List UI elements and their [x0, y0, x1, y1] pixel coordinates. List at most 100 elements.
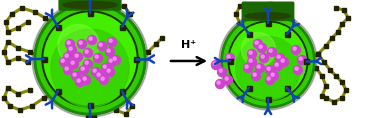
- Bar: [246, 32, 251, 36]
- Circle shape: [221, 14, 315, 108]
- Bar: [340, 96, 344, 100]
- Bar: [16, 46, 20, 50]
- Bar: [92, 114, 96, 118]
- Circle shape: [236, 36, 300, 101]
- Bar: [134, 57, 138, 61]
- Circle shape: [64, 53, 73, 61]
- Circle shape: [225, 77, 228, 80]
- Bar: [42, 96, 46, 100]
- Circle shape: [269, 49, 272, 52]
- Circle shape: [82, 76, 90, 84]
- Circle shape: [34, 3, 146, 115]
- Circle shape: [105, 67, 115, 76]
- Circle shape: [293, 47, 296, 50]
- Circle shape: [98, 42, 107, 51]
- Circle shape: [77, 40, 87, 48]
- Circle shape: [69, 47, 72, 50]
- Bar: [28, 88, 32, 92]
- Bar: [42, 57, 46, 61]
- Circle shape: [226, 53, 234, 63]
- Circle shape: [257, 65, 260, 68]
- Circle shape: [223, 76, 232, 84]
- Circle shape: [71, 72, 81, 80]
- Circle shape: [267, 67, 270, 70]
- Circle shape: [249, 59, 252, 62]
- Bar: [154, 42, 158, 46]
- Bar: [340, 22, 344, 26]
- Bar: [18, 108, 22, 112]
- Circle shape: [91, 67, 101, 76]
- Circle shape: [65, 40, 74, 48]
- Circle shape: [59, 57, 68, 67]
- Circle shape: [73, 53, 82, 61]
- Bar: [328, 68, 332, 72]
- Bar: [6, 40, 10, 44]
- Circle shape: [293, 65, 302, 74]
- Circle shape: [107, 38, 116, 46]
- Circle shape: [274, 61, 282, 70]
- Bar: [56, 89, 60, 93]
- Bar: [88, 103, 92, 107]
- Bar: [324, 84, 328, 88]
- Circle shape: [257, 44, 266, 53]
- Circle shape: [227, 55, 230, 58]
- Bar: [332, 100, 336, 104]
- Bar: [304, 59, 308, 63]
- Circle shape: [37, 6, 143, 112]
- Circle shape: [61, 59, 64, 62]
- Circle shape: [93, 69, 96, 72]
- Circle shape: [275, 63, 278, 66]
- Bar: [42, 57, 46, 61]
- Bar: [6, 86, 10, 90]
- Circle shape: [212, 61, 220, 70]
- Bar: [264, 10, 268, 14]
- Bar: [228, 59, 232, 63]
- Circle shape: [64, 65, 73, 74]
- Circle shape: [213, 62, 216, 65]
- Circle shape: [75, 54, 78, 57]
- Circle shape: [101, 77, 104, 80]
- Circle shape: [267, 77, 270, 80]
- Bar: [88, 11, 92, 15]
- Circle shape: [107, 57, 116, 67]
- Circle shape: [219, 69, 222, 72]
- Ellipse shape: [246, 13, 290, 19]
- Circle shape: [96, 72, 104, 80]
- Circle shape: [73, 73, 76, 76]
- Bar: [344, 88, 348, 92]
- Circle shape: [103, 65, 106, 68]
- Circle shape: [113, 57, 116, 60]
- Bar: [120, 25, 124, 29]
- Bar: [130, 104, 134, 108]
- Bar: [316, 52, 320, 56]
- Circle shape: [265, 76, 274, 84]
- Bar: [246, 86, 251, 91]
- Bar: [26, 60, 30, 64]
- Bar: [334, 6, 338, 10]
- FancyBboxPatch shape: [242, 2, 294, 20]
- Bar: [146, 50, 150, 54]
- Circle shape: [271, 73, 274, 76]
- Bar: [234, 12, 238, 16]
- Bar: [346, 16, 350, 20]
- Bar: [16, 92, 20, 96]
- Circle shape: [71, 61, 74, 64]
- Bar: [334, 74, 338, 78]
- Circle shape: [107, 69, 110, 72]
- Circle shape: [217, 67, 226, 76]
- Bar: [238, 22, 242, 26]
- Circle shape: [32, 1, 148, 117]
- Ellipse shape: [63, 1, 117, 9]
- Circle shape: [261, 55, 264, 58]
- Bar: [28, 50, 32, 54]
- Circle shape: [58, 25, 99, 66]
- Circle shape: [299, 57, 302, 60]
- Bar: [324, 96, 328, 100]
- Circle shape: [219, 12, 317, 110]
- Bar: [87, 103, 93, 107]
- Bar: [33, 10, 37, 14]
- Circle shape: [85, 50, 88, 53]
- Bar: [86, 114, 90, 118]
- Bar: [30, 104, 34, 108]
- Bar: [20, 6, 24, 10]
